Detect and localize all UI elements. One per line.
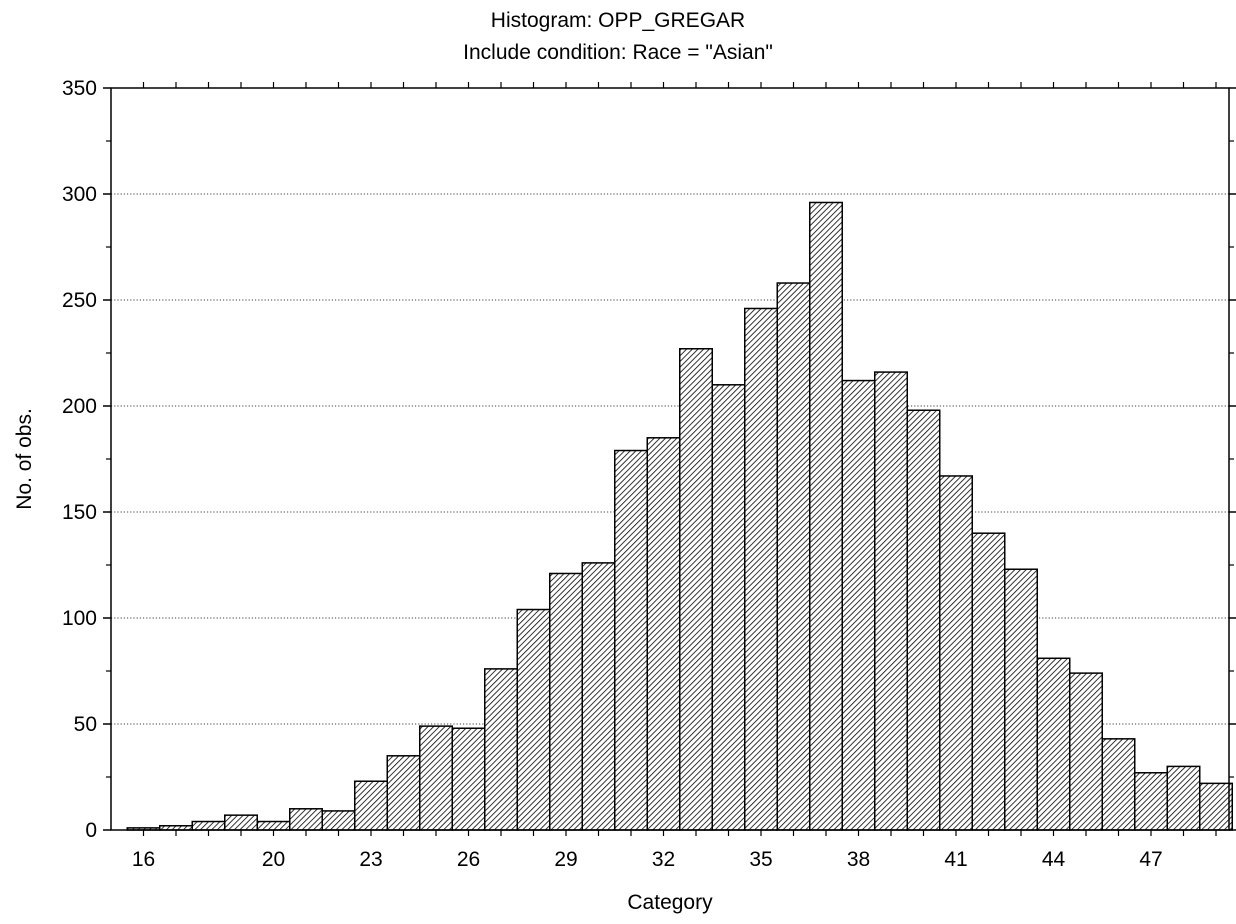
x-tick-label: 32: [652, 848, 675, 871]
x-axis: 162023262932353841444750: [132, 82, 1217, 871]
histogram-bar: [451, 727, 486, 831]
histogram-bar: [1036, 657, 1071, 831]
y-tick-label: 150: [62, 501, 97, 524]
histogram-bar: [776, 282, 811, 831]
histogram-bar: [419, 725, 453, 831]
histogram-bar: [971, 532, 1006, 831]
histogram-bar: [1101, 738, 1136, 831]
y-tick-label: 200: [62, 395, 97, 418]
histogram-bar: [581, 562, 616, 831]
y-axis: 0 50 100 150 200 250 300 350: [62, 77, 1236, 842]
y-tick-label: 100: [62, 607, 97, 630]
histogram-bar: [906, 409, 941, 831]
histogram-bar: [516, 608, 551, 831]
x-tick-label: 20: [262, 848, 285, 871]
histogram-bar: [874, 371, 908, 831]
x-tick-label: 23: [359, 848, 382, 871]
histogram-bar: [711, 384, 746, 831]
chart-title: Histogram: OPP_GREGAR: [491, 9, 745, 32]
histogram-bar: [614, 449, 648, 831]
histogram-bar: [289, 808, 323, 831]
x-axis-label: Category: [627, 891, 713, 914]
y-tick-label: 300: [62, 183, 97, 206]
histogram-bar: [1069, 672, 1103, 831]
y-tick-label: 50: [74, 713, 97, 736]
x-tick-label: 26: [457, 848, 480, 871]
y-tick-label: 350: [62, 77, 97, 100]
histogram-bar: [1134, 772, 1168, 831]
histogram-bar: [224, 814, 258, 831]
x-tick-label: 38: [847, 848, 870, 871]
x-tick-label: 29: [554, 848, 577, 871]
histogram-bar: [484, 668, 518, 831]
x-tick-label: 16: [132, 848, 155, 871]
y-axis-label: No. of obs.: [13, 408, 36, 510]
histogram-bar: [1199, 782, 1233, 831]
bars: [126, 201, 1233, 831]
histogram-bar: [744, 307, 778, 831]
histogram-bar: [841, 379, 876, 831]
y-tick-label: 0: [85, 819, 97, 842]
y-tick-label: 250: [62, 289, 97, 312]
histogram-bar: [354, 780, 388, 831]
histogram-bar: [939, 475, 973, 831]
histogram-bar: [1166, 765, 1201, 831]
histogram-bar: [549, 572, 583, 831]
chart-subtitle: Include condition: Race = "Asian": [463, 41, 773, 64]
histogram-bar: [1004, 568, 1038, 831]
histogram-bar: [191, 820, 226, 831]
histogram-bar: [646, 437, 681, 831]
x-tick-label: 44: [1042, 848, 1066, 871]
histogram-bar: [386, 755, 421, 831]
x-tick-label: 35: [749, 848, 772, 871]
x-tick-label: 41: [944, 848, 967, 871]
x-tick-label: 47: [1139, 848, 1162, 871]
histogram-bar: [679, 348, 713, 831]
histogram-bar: [809, 201, 843, 831]
histogram-bar: [256, 820, 291, 831]
histogram-bar: [321, 810, 356, 831]
